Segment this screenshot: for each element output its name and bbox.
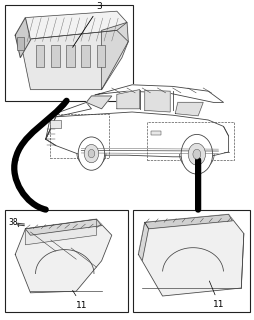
- Text: 11: 11: [73, 290, 88, 310]
- Polygon shape: [46, 102, 91, 139]
- Polygon shape: [20, 30, 128, 90]
- Bar: [66, 45, 75, 67]
- Polygon shape: [138, 214, 244, 296]
- Bar: [97, 45, 105, 67]
- Polygon shape: [86, 96, 112, 109]
- Polygon shape: [117, 90, 140, 109]
- Polygon shape: [15, 11, 127, 40]
- Polygon shape: [138, 222, 149, 261]
- Polygon shape: [145, 214, 232, 229]
- Bar: [50, 120, 61, 128]
- Bar: [151, 131, 161, 135]
- Polygon shape: [25, 219, 102, 235]
- Polygon shape: [15, 219, 112, 293]
- Text: 38: 38: [9, 218, 19, 227]
- Polygon shape: [46, 112, 229, 157]
- Bar: [17, 37, 24, 50]
- Bar: [5, 5, 133, 101]
- Bar: [133, 210, 250, 312]
- Bar: [5, 210, 128, 312]
- Bar: [51, 45, 60, 67]
- Polygon shape: [25, 219, 97, 245]
- Polygon shape: [175, 102, 203, 116]
- Circle shape: [193, 149, 201, 159]
- Circle shape: [88, 149, 95, 158]
- Circle shape: [84, 144, 99, 163]
- Circle shape: [188, 143, 205, 165]
- Circle shape: [78, 137, 105, 170]
- Bar: [81, 45, 90, 67]
- Text: 11: 11: [209, 281, 225, 309]
- Circle shape: [181, 134, 213, 174]
- Text: 3: 3: [73, 2, 102, 47]
- Polygon shape: [15, 18, 30, 58]
- Bar: [36, 45, 44, 67]
- Polygon shape: [145, 90, 170, 112]
- Polygon shape: [86, 85, 224, 102]
- Polygon shape: [102, 22, 128, 90]
